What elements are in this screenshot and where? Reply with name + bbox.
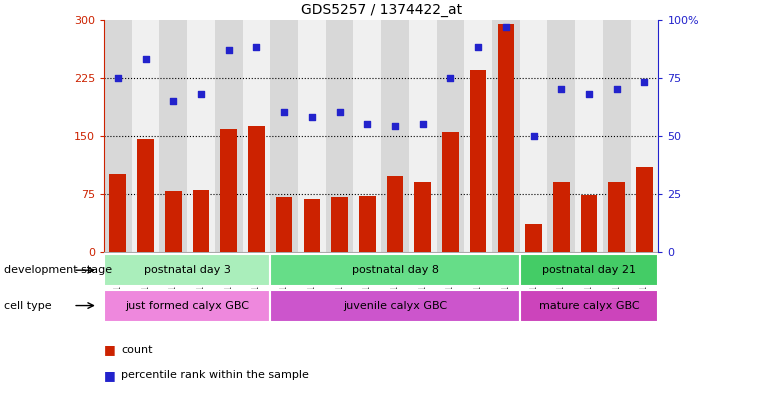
- Bar: [353, 20, 381, 252]
- Text: ■: ■: [104, 343, 115, 356]
- Point: [278, 109, 290, 116]
- Bar: [331, 197, 348, 252]
- Bar: [520, 290, 658, 321]
- Point: [527, 132, 540, 139]
- Text: postnatal day 21: postnatal day 21: [542, 265, 636, 275]
- Point: [500, 24, 512, 30]
- Text: mature calyx GBC: mature calyx GBC: [539, 301, 639, 310]
- Point: [472, 44, 484, 51]
- Point: [583, 91, 595, 97]
- Point: [444, 75, 457, 81]
- Bar: [270, 20, 298, 252]
- Text: percentile rank within the sample: percentile rank within the sample: [121, 370, 309, 380]
- Bar: [387, 176, 403, 252]
- Text: just formed calyx GBC: just formed calyx GBC: [125, 301, 249, 310]
- Point: [223, 47, 235, 53]
- Bar: [525, 224, 542, 252]
- Point: [112, 75, 124, 81]
- Bar: [215, 20, 243, 252]
- Bar: [581, 195, 598, 252]
- Point: [195, 91, 207, 97]
- Bar: [497, 24, 514, 252]
- Point: [306, 114, 318, 120]
- Point: [611, 86, 623, 92]
- Text: count: count: [121, 345, 152, 355]
- Bar: [492, 20, 520, 252]
- Bar: [276, 197, 293, 252]
- Point: [167, 97, 179, 104]
- Title: GDS5257 / 1374422_at: GDS5257 / 1374422_at: [300, 3, 462, 17]
- Bar: [547, 20, 575, 252]
- Point: [638, 79, 651, 85]
- Point: [250, 44, 263, 51]
- Bar: [132, 20, 159, 252]
- Bar: [326, 20, 353, 252]
- Bar: [159, 20, 187, 252]
- Point: [333, 109, 346, 116]
- Bar: [414, 182, 431, 252]
- Point: [139, 56, 152, 62]
- Text: development stage: development stage: [4, 265, 112, 275]
- Point: [417, 121, 429, 127]
- Bar: [104, 254, 270, 286]
- Bar: [248, 125, 265, 252]
- Bar: [220, 129, 237, 252]
- Bar: [359, 196, 376, 252]
- Bar: [303, 199, 320, 252]
- Bar: [381, 20, 409, 252]
- Bar: [270, 290, 520, 321]
- Point: [389, 123, 401, 129]
- Bar: [520, 20, 547, 252]
- Bar: [603, 20, 631, 252]
- Bar: [192, 190, 209, 252]
- Text: postnatal day 8: postnatal day 8: [352, 265, 438, 275]
- Bar: [442, 132, 459, 252]
- Bar: [636, 167, 653, 252]
- Bar: [270, 254, 520, 286]
- Text: ■: ■: [104, 369, 115, 382]
- Bar: [464, 20, 492, 252]
- Bar: [470, 70, 487, 252]
- Bar: [298, 20, 326, 252]
- Bar: [104, 290, 270, 321]
- Bar: [553, 182, 570, 252]
- Point: [361, 121, 373, 127]
- Bar: [608, 182, 625, 252]
- Bar: [631, 20, 658, 252]
- Text: juvenile calyx GBC: juvenile calyx GBC: [343, 301, 447, 310]
- Bar: [243, 20, 270, 252]
- Bar: [137, 140, 154, 252]
- Bar: [165, 191, 182, 252]
- Bar: [109, 174, 126, 252]
- Point: [555, 86, 567, 92]
- Text: postnatal day 3: postnatal day 3: [144, 265, 230, 275]
- Bar: [187, 20, 215, 252]
- Bar: [437, 20, 464, 252]
- Bar: [409, 20, 437, 252]
- Bar: [520, 254, 658, 286]
- Bar: [104, 20, 132, 252]
- Bar: [575, 20, 603, 252]
- Text: cell type: cell type: [4, 301, 52, 310]
